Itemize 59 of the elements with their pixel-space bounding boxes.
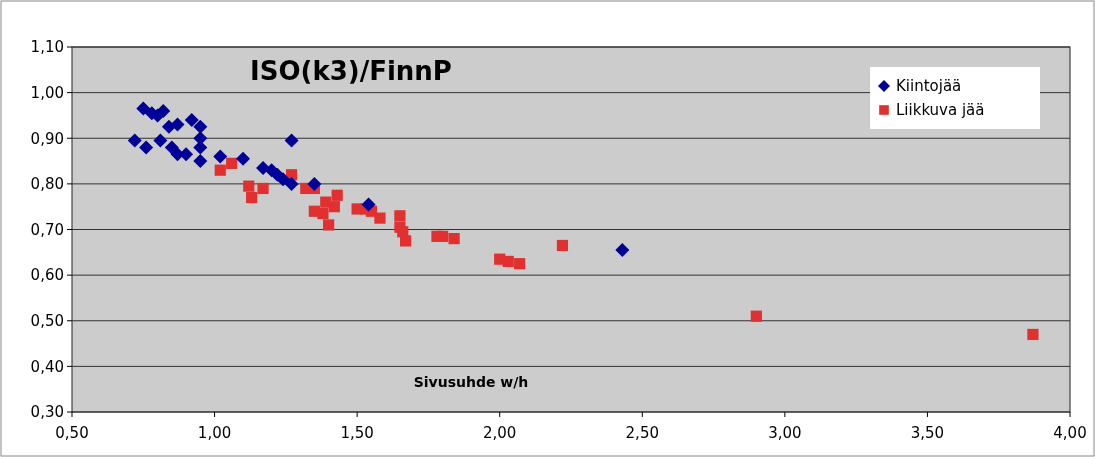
point (328, 201, 340, 213)
point (437, 230, 449, 242)
point (502, 255, 514, 268)
x-tick-label: 3,50 (910, 424, 945, 442)
point (514, 258, 526, 270)
point (246, 191, 258, 204)
x-tick-label: 2,50 (625, 424, 659, 442)
point (556, 239, 569, 252)
point (284, 176, 299, 191)
point (323, 219, 335, 231)
point (226, 157, 238, 169)
point (193, 154, 208, 169)
point (193, 140, 208, 155)
point (156, 103, 171, 118)
point (184, 113, 199, 127)
x-axis-title: Sivusuhde w/h (413, 374, 529, 390)
y-tick-label: 0,40 (30, 357, 64, 376)
point (448, 233, 460, 245)
x-tick-label: 3,00 (768, 424, 802, 442)
point (213, 149, 228, 164)
point (193, 119, 208, 134)
point (284, 133, 299, 148)
point (331, 189, 343, 201)
point (127, 133, 142, 148)
point (243, 180, 255, 192)
point (139, 140, 154, 155)
y-tick-label: 0,60 (30, 266, 64, 285)
legend-label: Liikkuva jää (896, 101, 985, 120)
y-tick-label: 0,90 (30, 129, 64, 148)
point (179, 147, 194, 162)
x-tick-label: 0,50 (55, 424, 89, 442)
point (153, 133, 168, 148)
point (257, 182, 269, 195)
point (750, 310, 762, 322)
point (307, 176, 322, 191)
y-tick-label: 0,50 (30, 312, 64, 330)
y-tick-label: 1,10 (30, 38, 64, 57)
x-tick-label: 1,00 (197, 424, 232, 442)
y-tick-label: 0,70 (30, 220, 64, 239)
point (615, 243, 630, 258)
legend-label: Kiintojää (896, 77, 962, 96)
y-tick-label: 1,00 (30, 83, 64, 102)
point (361, 197, 376, 212)
point (374, 212, 386, 224)
y-tick-label: 0,80 (30, 175, 64, 194)
x-tick-label: 4,00 (1053, 424, 1087, 442)
point (236, 151, 251, 166)
point (400, 235, 412, 247)
point (276, 172, 291, 187)
x-tick-label: 2,00 (483, 424, 517, 442)
point (317, 207, 329, 220)
point (394, 210, 406, 222)
x-tick-label: 1,50 (340, 424, 374, 442)
point (1027, 328, 1039, 341)
y-tick-label: 0,30 (30, 403, 64, 422)
point (136, 101, 151, 116)
point (214, 164, 226, 176)
chart-title: ISO(k3)/FinnP (250, 56, 452, 86)
point (170, 117, 185, 132)
